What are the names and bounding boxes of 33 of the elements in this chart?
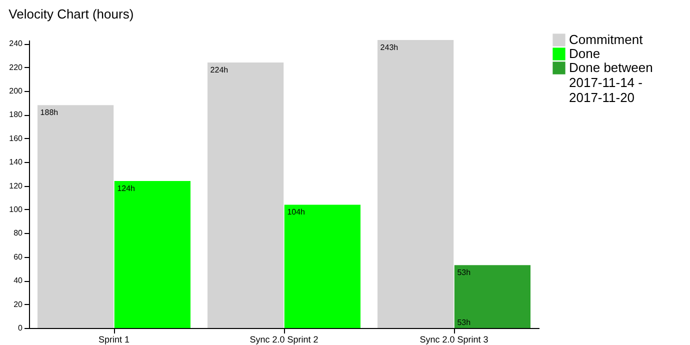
y-tick-label: 40 xyxy=(14,276,24,286)
chart-title: Velocity Chart (hours) xyxy=(8,6,134,22)
y-tick-label: 220 xyxy=(9,62,24,72)
x-tick-label: Sync 2.0 Sprint 2 xyxy=(250,334,318,344)
data-label: 124h xyxy=(117,184,135,194)
data-label: 53h xyxy=(457,268,471,278)
data-label: 188h xyxy=(40,108,58,118)
y-tick-label: 140 xyxy=(9,158,24,167)
y-tick-label: 200 xyxy=(9,86,24,96)
x-tick-label: Sprint 1 xyxy=(98,334,130,344)
bar xyxy=(454,265,530,328)
legend-label: Done between 2017-11-14 - 2017-11-20 xyxy=(569,60,653,105)
y-tick-label: 80 xyxy=(14,228,24,238)
y-tick-label: 180 xyxy=(9,110,24,120)
bar xyxy=(378,40,454,328)
data-label: 243h xyxy=(380,43,398,52)
y-tick-label: 20 xyxy=(14,300,24,309)
data-label: 104h xyxy=(287,208,305,217)
bar xyxy=(38,105,114,328)
y-tick-label: 120 xyxy=(9,181,24,190)
bar xyxy=(114,181,190,328)
bar xyxy=(284,204,360,328)
y-tick-label: 100 xyxy=(9,204,24,214)
y-tick-label: 0 xyxy=(18,324,24,332)
y-tick-label: 160 xyxy=(9,134,24,143)
bar xyxy=(208,62,284,328)
x-tick-label: Sync 2.0 Sprint 3 xyxy=(420,334,488,344)
y-tick-label: 240 xyxy=(9,39,24,48)
annotation: 53h xyxy=(457,318,471,327)
legend-label: Done xyxy=(569,46,600,61)
y-tick-label: 60 xyxy=(14,252,24,262)
data-label: 224h xyxy=(210,66,228,75)
legend-label: Commitment xyxy=(569,32,644,47)
